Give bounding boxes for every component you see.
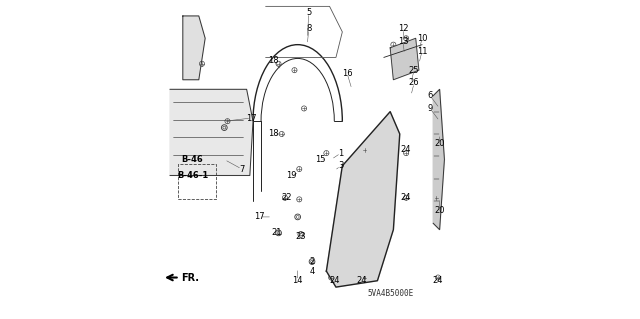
Text: 3: 3: [338, 161, 344, 170]
Text: 5: 5: [306, 8, 312, 17]
Text: 24: 24: [401, 145, 412, 154]
Text: 7: 7: [239, 165, 244, 174]
Text: 25: 25: [409, 66, 419, 75]
Text: 18: 18: [268, 130, 279, 138]
Polygon shape: [326, 112, 400, 287]
Text: 12: 12: [397, 24, 408, 33]
Text: 13: 13: [397, 37, 408, 46]
Text: 5VA4B5000E: 5VA4B5000E: [367, 289, 413, 298]
Text: 8: 8: [306, 24, 312, 33]
Text: FR.: FR.: [181, 272, 199, 283]
Polygon shape: [183, 16, 205, 80]
Text: 10: 10: [417, 34, 428, 43]
Text: 6: 6: [428, 91, 433, 100]
Text: 17: 17: [254, 212, 265, 221]
Text: 4: 4: [309, 267, 315, 276]
Text: 16: 16: [342, 69, 353, 78]
Text: 22: 22: [281, 193, 292, 202]
Text: 24: 24: [433, 276, 444, 285]
Text: 14: 14: [292, 276, 303, 285]
Text: 9: 9: [428, 104, 433, 113]
Text: 17: 17: [246, 114, 257, 122]
Text: 1: 1: [338, 149, 344, 158]
Polygon shape: [170, 89, 253, 175]
Text: 24: 24: [356, 276, 367, 285]
Text: B-46-1: B-46-1: [177, 171, 208, 180]
Text: 24: 24: [329, 276, 340, 285]
Text: 15: 15: [315, 155, 325, 164]
Text: 18: 18: [268, 56, 279, 65]
Polygon shape: [390, 38, 419, 80]
Text: 26: 26: [409, 78, 419, 87]
Text: B-46: B-46: [182, 155, 204, 164]
Text: 21: 21: [272, 228, 282, 237]
Text: 20: 20: [435, 139, 445, 148]
Text: 19: 19: [286, 171, 296, 180]
Text: 23: 23: [296, 232, 306, 241]
Text: 2: 2: [309, 257, 315, 266]
Text: 11: 11: [417, 47, 428, 56]
Text: 20: 20: [435, 206, 445, 215]
Text: 24: 24: [401, 193, 412, 202]
Polygon shape: [433, 89, 444, 230]
